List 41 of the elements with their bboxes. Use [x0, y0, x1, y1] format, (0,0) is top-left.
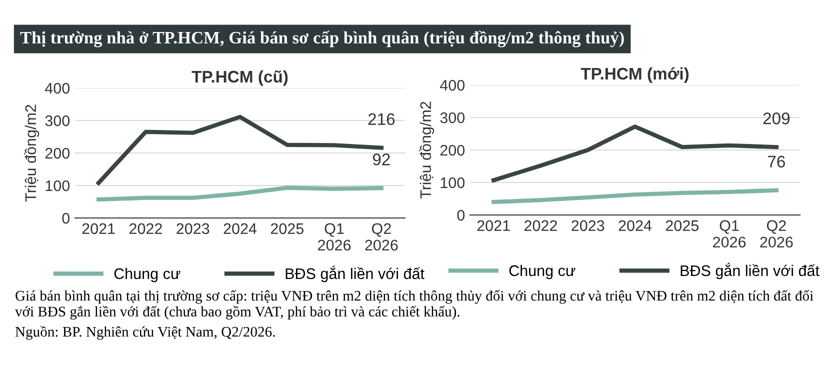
- y-tick-label: 0: [457, 210, 465, 221]
- chart-title: TP.HCM (cũ): [192, 70, 288, 86]
- x-tick-label: Q2 2026: [760, 220, 793, 248]
- text: Giá bán bình quân tại thị trường sơ cấp: triệu VNĐ trên m2 diện tích thông thủy đối với chung cư và triệu VNĐ trên m2 diện tích đất đối với BĐS gắn liền với đất (chưa bao gồm VAT, phí bảo trì và các chiết khấu).: [15, 290, 814, 320]
- y-tick-label: 400: [45, 82, 70, 94]
- x-tick-label: 2025: [270, 223, 304, 234]
- x-tick-label: 2022: [129, 223, 162, 234]
- legend-label: BĐS gắn liền với đất: [286, 266, 424, 282]
- data-label: 76: [768, 156, 785, 168]
- y-tick-label: 200: [440, 144, 465, 156]
- x-tick-label: 2022: [524, 220, 557, 232]
- text: Nguồn: BP. Nghiên cứu Việt Nam, Q2/2026.: [15, 326, 275, 340]
- x-tick-label: Q2 2026: [365, 223, 398, 251]
- x-tick-label: 2021: [477, 220, 510, 232]
- line-series: [96, 186, 384, 202]
- x-tick-label: 2024: [224, 223, 257, 234]
- x-tick-label: 2023: [572, 220, 604, 232]
- y-tick-label: 0: [62, 212, 70, 224]
- data-label: 209: [763, 112, 790, 124]
- y-axis-title: Triệu đồng/m2: [24, 104, 40, 202]
- x-tick-label: Q1 2026: [713, 220, 746, 248]
- y-tick-label: 300: [45, 115, 70, 126]
- y-tick-label: 100: [440, 177, 465, 188]
- legend-label: Chung cư: [114, 268, 180, 282]
- x-tick-label: 2024: [618, 220, 652, 232]
- line-series: [491, 188, 779, 204]
- chart-title: TP.HCM (mới): [580, 67, 689, 83]
- data-label: 216: [368, 113, 395, 126]
- text: Thị trường nhà ở TP.HCM, Giá bán sơ cấp bình quân (triệu đồng/m2 thông thuỷ): [20, 30, 624, 48]
- y-tick-label: 300: [440, 112, 465, 124]
- x-tick-label: 2023: [176, 223, 210, 234]
- y-tick-label: 400: [440, 80, 465, 91]
- y-tick-label: 200: [45, 148, 70, 159]
- y-axis-title: Triệu đồng/m2: [419, 102, 434, 199]
- data-label: 92: [372, 154, 390, 166]
- legend-label: BĐS gắn liền với đất: [680, 262, 820, 280]
- legend-label: Chung cư: [509, 264, 576, 280]
- x-tick-label: Q1 2026: [318, 223, 351, 251]
- x-tick-label: 2025: [666, 220, 698, 232]
- x-tick-label: 2021: [82, 223, 115, 234]
- y-tick-label: 100: [46, 180, 70, 192]
